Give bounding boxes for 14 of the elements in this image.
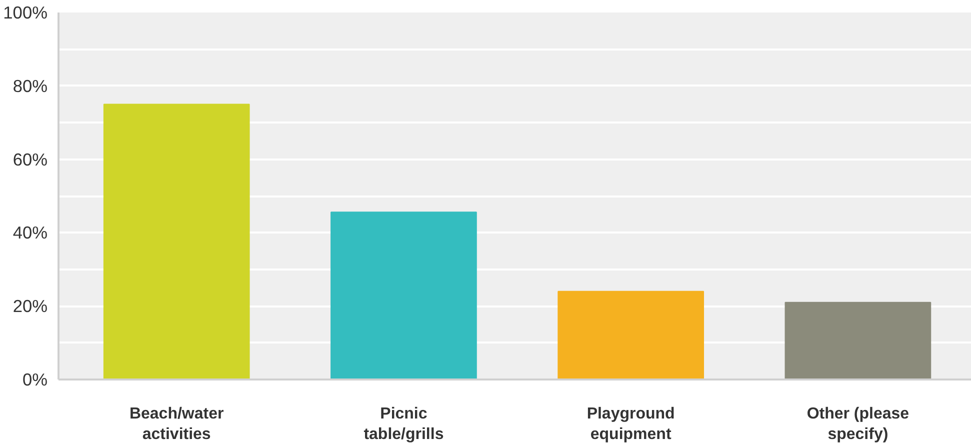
x-tick-label: Playground equipment [586,406,675,443]
y-tick-label: 40% [12,222,48,243]
bar [330,212,477,380]
bar [558,290,704,380]
x-tick-label: Other (please specify) [806,406,910,443]
y-tick-label: 20% [12,296,48,316]
y-tick-label: 100% [3,2,48,22]
y-tick-label: 60% [12,149,48,170]
y-tick-label: 0% [22,370,48,390]
bar [784,302,932,380]
y-tick-label: 80% [12,76,48,96]
bar [103,104,250,380]
x-tick-label: Beach/water activities [129,406,224,443]
x-tick-label: Picnic table/grills [364,406,444,443]
